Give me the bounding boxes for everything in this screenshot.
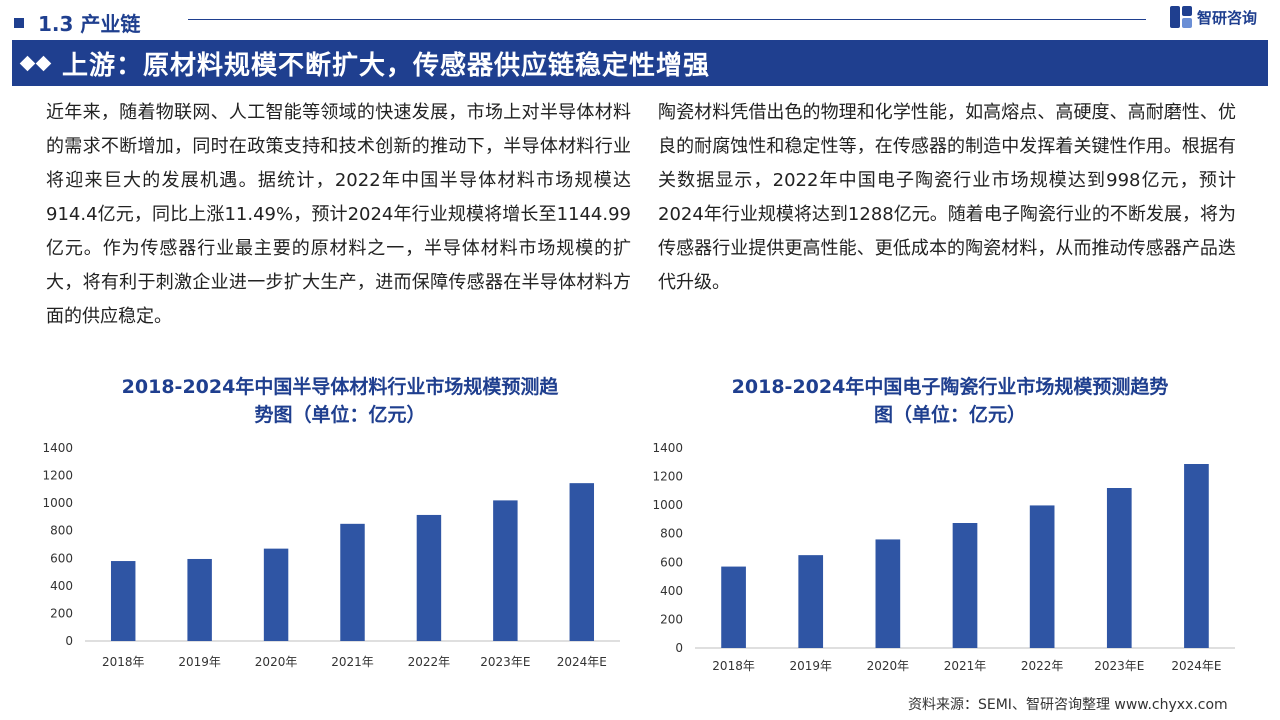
bar (721, 566, 746, 648)
x-tick-label: 2022年 (1021, 659, 1064, 673)
diamond-icon (19, 55, 54, 71)
bar (875, 539, 901, 648)
bar (1029, 505, 1055, 648)
x-tick-label: 2018年 (102, 655, 145, 669)
logo-text: 智研咨询 (1197, 8, 1258, 27)
bar (110, 561, 136, 641)
x-tick-label: 2021年 (944, 659, 987, 673)
paragraph-right: 陶瓷材料凭借出色的物理和化学性能，如高熔点、高硬度、高耐磨性、优良的耐腐蚀性和稳… (658, 102, 1236, 293)
x-tick-label: 2020年 (255, 655, 298, 669)
bar (798, 555, 824, 648)
chart-title-right-line1: 2018-2024年中国电子陶瓷行业市场规模预测趋势 (731, 376, 1169, 398)
top-bar: 1.3 产业链 智研咨询 (0, 0, 1280, 38)
x-tick-label: 2024年E (557, 655, 607, 669)
y-tick-label: 1200 (652, 470, 683, 484)
x-tick-label: 2018年 (712, 659, 755, 673)
section-heading: 1.3 产业链 (14, 8, 140, 37)
bar (263, 548, 289, 641)
bar (493, 500, 518, 641)
x-tick-label: 2019年 (178, 655, 221, 669)
bar (1106, 488, 1132, 648)
logo-icon (1170, 6, 1192, 28)
y-tick-label: 0 (675, 641, 683, 655)
chart-title-right-line2: 图（单位：亿元） (873, 404, 1026, 426)
chart-title-left-line1: 2018-2024年中国半导体材料行业市场规模预测趋 (121, 376, 559, 398)
bar-chart-semiconductor: 0 200 400 600 800 1000 1200 1400 2018年 2019年 2020年… (42, 441, 620, 669)
brand-logo: 智研咨询 (1170, 6, 1257, 28)
y-tick-label: 1200 (42, 469, 73, 483)
square-icon (14, 17, 24, 28)
y-tick-label: 1400 (42, 441, 73, 455)
x-tick-label: 2022年 (408, 655, 451, 669)
x-tick-label: 2020年 (867, 659, 910, 673)
bar (952, 523, 978, 648)
y-tick-label: 600 (50, 551, 73, 565)
banner-title: 上游：原材料规模不断扩大，传感器供应链稳定性增强 (62, 50, 711, 81)
y-tick-label: 800 (660, 527, 683, 541)
paragraph-left: 近年来，随着物联网、人工智能等领域的快速发展，市场上对半导体材料的需求不断增加，… (46, 102, 631, 327)
bar (340, 523, 365, 641)
title-banner: 上游：原材料规模不断扩大，传感器供应链稳定性增强 (12, 40, 1268, 86)
x-tick-label: 2024年E (1171, 659, 1221, 673)
y-tick-label: 1400 (652, 441, 683, 455)
y-tick-label: 200 (50, 606, 73, 620)
y-tick-label: 600 (660, 555, 683, 569)
x-tick-label: 2023年E (480, 655, 530, 669)
x-tick-label: 2019年 (789, 659, 832, 673)
y-tick-label: 800 (50, 524, 73, 538)
chart-title-left: 2018-2024年中国半导体材料行业市场规模预测趋 势图（单位：亿元） (95, 373, 585, 429)
y-tick-label: 1000 (652, 498, 683, 512)
y-tick-label: 400 (660, 584, 683, 598)
section-label: 1.3 产业链 (38, 12, 141, 36)
bar (569, 483, 595, 641)
source-note: 资料来源：SEMI、智研咨询整理 www.chyxx.com (908, 697, 1228, 713)
y-tick-label: 200 (660, 612, 683, 626)
y-tick-label: 0 (65, 634, 73, 648)
chart-title-right: 2018-2024年中国电子陶瓷行业市场规模预测趋势 图（单位：亿元） (700, 373, 1200, 429)
y-tick-label: 1000 (42, 496, 73, 510)
x-tick-label: 2023年E (1094, 659, 1144, 673)
bar-chart-ceramics: 0 200 400 600 800 1000 1200 1400 2018年 2019年 2020年… (652, 441, 1235, 673)
bar (1184, 464, 1209, 648)
bar (416, 514, 442, 641)
bar (187, 558, 212, 641)
header-divider (188, 19, 1146, 20)
y-tick-label: 400 (50, 579, 73, 593)
chart-title-left-line2: 势图（单位：亿元） (254, 404, 426, 426)
x-tick-label: 2021年 (331, 655, 374, 669)
